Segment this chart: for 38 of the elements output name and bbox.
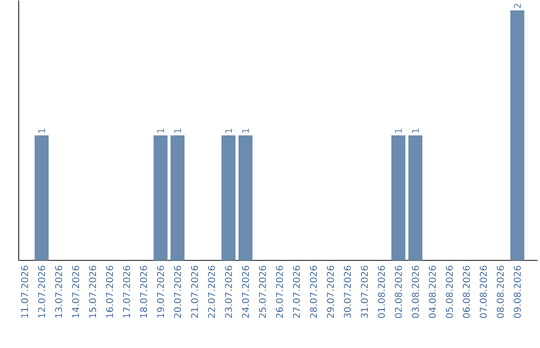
x-tick-label: 31.07.2026 bbox=[360, 266, 368, 318]
data-label: 1 bbox=[394, 128, 402, 133]
x-tick-label: 30.07.2026 bbox=[344, 266, 351, 318]
x-tick-label: 16.07.2026 bbox=[106, 266, 114, 318]
x-tick-label: 23.07.2026 bbox=[224, 266, 232, 318]
data-label: 1 bbox=[157, 128, 164, 133]
x-tick-label: 25.07.2026 bbox=[258, 266, 266, 318]
x-tick-label: 22.07.2026 bbox=[208, 266, 216, 318]
x-tick-label: 14.07.2026 bbox=[72, 266, 80, 318]
x-tick-label: 09.08.2026 bbox=[514, 266, 521, 318]
x-tick-label: 18.07.2026 bbox=[140, 266, 148, 318]
x-tick-label: 11.07.2026 bbox=[21, 266, 28, 318]
x-tick-label: 24.07.2026 bbox=[242, 266, 250, 318]
data-label: 1 bbox=[174, 128, 181, 133]
x-tick-label: 08.08.2026 bbox=[496, 266, 504, 318]
x-tick-label: 02.08.2026 bbox=[394, 266, 402, 318]
x-tick-label: 20.07.2026 bbox=[174, 266, 182, 318]
x-tick-label: 19.07.2026 bbox=[157, 266, 164, 318]
x-tick-label: 21.07.2026 bbox=[191, 266, 198, 318]
x-tick-label: 15.07.2026 bbox=[89, 266, 96, 318]
x-tick-label: 05.08.2026 bbox=[446, 266, 453, 318]
x-tick-label: 06.08.2026 bbox=[462, 266, 470, 318]
x-tick-label: 13.07.2026 bbox=[55, 266, 62, 318]
data-label: 1 bbox=[38, 128, 46, 133]
x-tick-label: 07.08.2026 bbox=[480, 266, 487, 318]
data-label: 1 bbox=[225, 128, 232, 133]
x-tick-label: 03.08.2026 bbox=[412, 266, 419, 318]
x-tick-label: 04.08.2026 bbox=[428, 266, 436, 318]
x-tick-label: 27.07.2026 bbox=[292, 266, 300, 318]
data-label: 1 bbox=[412, 128, 419, 133]
x-tick-label: 29.07.2026 bbox=[326, 266, 334, 318]
data-label: 2 bbox=[514, 4, 521, 8]
x-tick-label: 12.07.2026 bbox=[38, 266, 46, 318]
x-tick-label: 26.07.2026 bbox=[276, 266, 283, 318]
x-tick-label: 01.08.2026 bbox=[378, 266, 385, 318]
x-tick-label: 28.07.2026 bbox=[310, 266, 317, 318]
data-label: 1 bbox=[242, 128, 249, 133]
x-tick-label: 17.07.2026 bbox=[123, 266, 130, 318]
